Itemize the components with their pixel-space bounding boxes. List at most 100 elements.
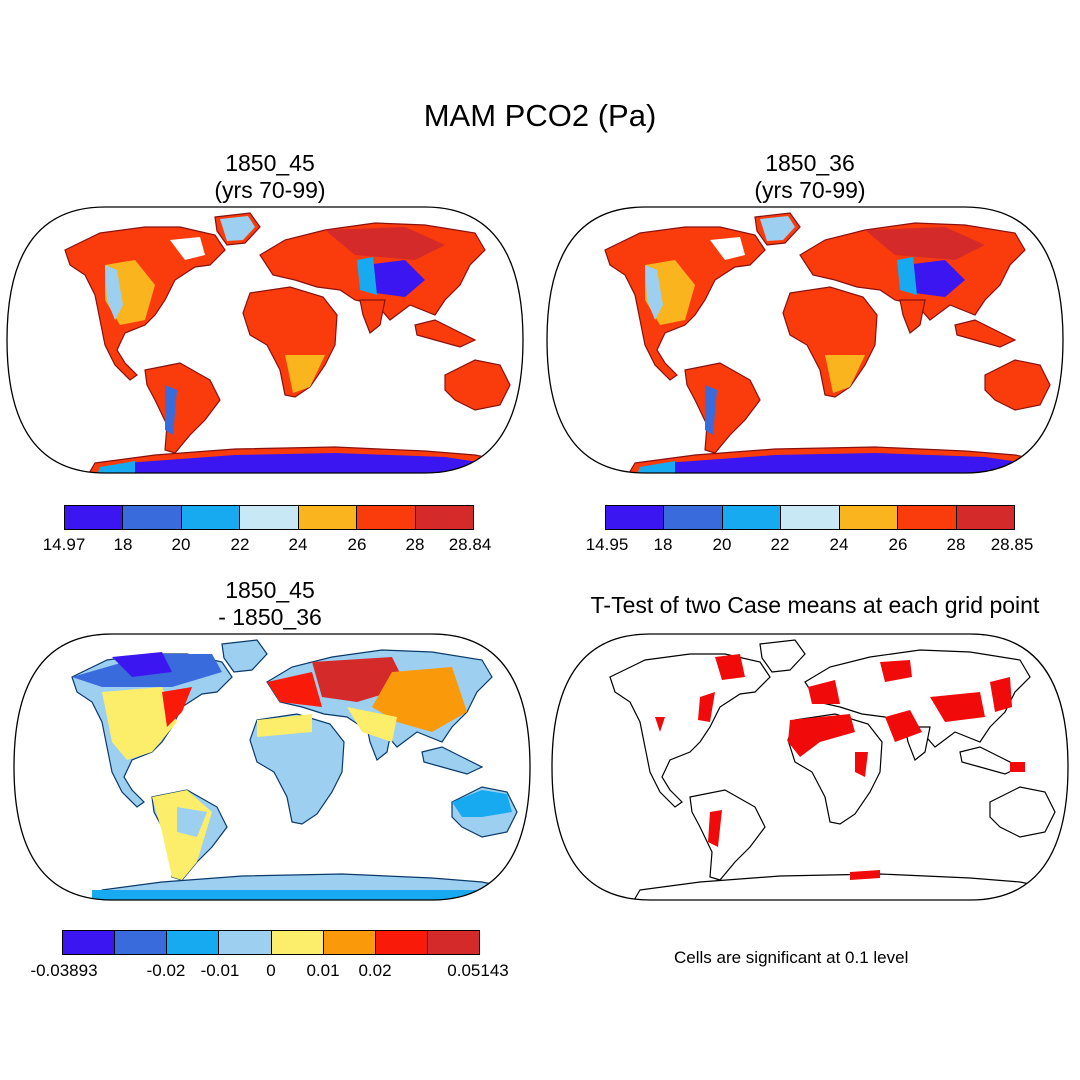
colorbar-tick-label: 28: [405, 535, 425, 554]
panel-1-map: [6, 206, 524, 474]
panel-3-map: [13, 633, 531, 901]
colorbar-tick-label: 0.02: [358, 961, 392, 980]
colorbar-tick-label: -0.02: [146, 961, 186, 980]
panel-2-frame: [546, 206, 1064, 474]
colorbar-tick-label: 26: [888, 535, 908, 554]
panel-3-colorbar-swatch: [427, 931, 479, 954]
figure-title: MAM PCO2 (Pa): [423, 98, 657, 133]
significant-cell: [715, 654, 745, 680]
panel-2-region-siberia: [865, 227, 985, 260]
colorbar-tick-label: 22: [770, 535, 790, 554]
panel-2-colorbar-swatch: [839, 506, 899, 529]
panel-1-title: 1850_45 (yrs 70-99): [70, 150, 470, 204]
panel-2-title-line2: (yrs 70-99): [754, 177, 866, 203]
significant-cell: [990, 677, 1012, 712]
significant-cell: [655, 717, 665, 732]
colorbar-tick-label: 22: [230, 535, 250, 554]
panel-3-colorbar-swatch: [375, 931, 428, 954]
panel-3-colorbar-swatch: [219, 931, 272, 954]
panel-1-region-tibet-rim: [357, 257, 377, 295]
panel-4-note: Cells are significant at 0.1 level: [674, 948, 909, 967]
panel-4-frame: [551, 633, 1069, 901]
colorbar-tick-label: 14.97: [42, 535, 86, 554]
panel-2-title-line1: 1850_36: [765, 150, 855, 176]
colorbar-tick-label: 0.01: [306, 961, 340, 980]
panel-3-region-africa-north: [257, 714, 312, 737]
colorbar-tick-label: -0.01: [200, 961, 240, 980]
panel-3-title-line1: 1850_45: [225, 577, 315, 603]
panel-2-map: [546, 206, 1064, 474]
panel-1-region-hudson: [170, 237, 205, 260]
panel-2-region-greenland-ice: [760, 216, 795, 241]
colorbar-tick-label: 28.85: [990, 535, 1034, 554]
colorbar-tick-label: 20: [712, 535, 732, 554]
significant-cell: [880, 660, 912, 682]
panel-4-map: [551, 633, 1069, 901]
panel-3-region-na: [102, 687, 177, 760]
panel-1-region-africa-south: [285, 355, 325, 393]
panel-2-region-tibet: [905, 260, 965, 297]
panel-2-colorbar-swatch: [898, 506, 957, 529]
panel-2-colorbar-swatch: [606, 506, 665, 529]
panel-3-region-canada-arctic: [112, 652, 172, 677]
panel-1-colorbar-swatch: [123, 506, 182, 529]
panel-1-frame: [6, 206, 524, 474]
panel-2-region-antarctica-edge: [635, 461, 675, 473]
colorbar-tick-label: 28.84: [448, 535, 492, 554]
significant-cell: [855, 752, 868, 777]
panel-2-title: 1850_36 (yrs 70-99): [610, 150, 1010, 204]
significant-cell: [808, 680, 840, 704]
colorbar-tick-label: 0: [266, 961, 276, 980]
significant-cell: [930, 692, 985, 722]
panel-1-region-antarctica-edge: [95, 461, 135, 473]
significant-cell: [698, 692, 715, 722]
panel-3-colorbar-swatch: [271, 931, 324, 954]
panel-2-region-africa-south: [825, 355, 865, 393]
panel-1-region-siberia: [325, 227, 445, 260]
panel-1-colorbar-swatch: [240, 506, 299, 529]
panel-2-region-andes: [705, 385, 717, 435]
panel-3-colorbar-swatch: [63, 931, 116, 954]
panel-2-colorbar-swatch: [722, 506, 782, 529]
colorbar-tick-label: 20: [171, 535, 191, 554]
panel-1-region-antarctica: [115, 453, 485, 473]
colorbar-tick-label: 0.05143: [447, 961, 509, 980]
panel-4-significant-cells: [655, 654, 1025, 880]
panel-3-region-asia-yellow: [347, 707, 397, 742]
panel-1-title-line2: (yrs 70-99): [214, 177, 326, 203]
colorbar-tick-label: 18: [653, 535, 673, 554]
colorbar-tick-label: 26: [347, 535, 367, 554]
panel-3-colorbar-swatch: [323, 931, 376, 954]
panel-1-title-line1: 1850_45: [225, 150, 315, 176]
panel-2-region-antarctica: [655, 453, 1025, 473]
panel-2-region-hudson: [710, 237, 745, 260]
panel-3-frame: [13, 633, 531, 901]
panel-1-colorbar-swatch: [65, 506, 124, 529]
colorbar-tick-label: 14.95: [585, 535, 629, 554]
panel-3-title-line2: - 1850_36: [218, 604, 322, 630]
panel-2-colorbar-swatch: [781, 506, 840, 529]
significant-cell: [1010, 762, 1025, 772]
panel-3-region-europe: [267, 672, 322, 707]
panel-1-region-tibet: [365, 260, 425, 297]
panel-2-region-rockies: [645, 265, 663, 320]
panel-2-colorbar-swatch: [664, 506, 723, 529]
panel-3-region-sa-center: [177, 807, 207, 837]
panel-1-colorbar-swatch: [357, 506, 416, 529]
panel-2-colorbar: [605, 505, 1015, 530]
colorbar-tick-label: 24: [829, 535, 849, 554]
panel-1-colorbar-swatch: [181, 506, 241, 529]
panel-1-colorbar-swatch: [298, 506, 358, 529]
significant-cell: [885, 710, 922, 742]
colorbar-tick-label: 28: [946, 535, 966, 554]
significant-cell: [788, 714, 855, 757]
panel-1-region-greenland-ice: [220, 216, 255, 241]
panel-3-region-australia: [452, 790, 512, 817]
panel-3-region-na-east: [162, 687, 192, 727]
panel-4-title: T-Test of two Case means at each grid po…: [590, 592, 1040, 618]
colorbar-tick-label: 24: [288, 535, 308, 554]
panel-2-colorbar-swatch: [956, 506, 1014, 529]
panel-2-region-tibet-rim: [897, 257, 917, 295]
panel-3-title: 1850_45 - 1850_36: [70, 577, 470, 631]
panel-3-colorbar-swatch: [115, 931, 168, 954]
